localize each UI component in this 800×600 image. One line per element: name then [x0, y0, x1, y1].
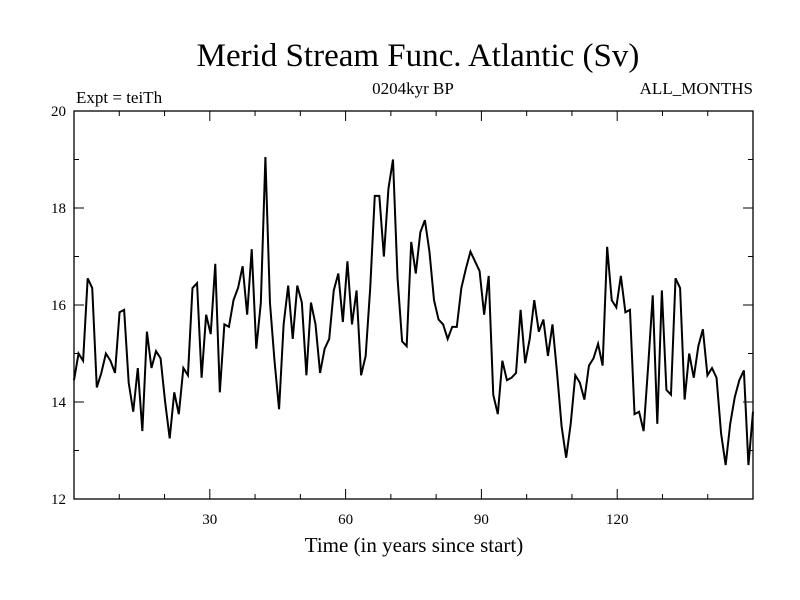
- y-tick-label: 14: [51, 395, 67, 411]
- y-tick-label: 12: [51, 492, 66, 508]
- x-tick-label: 90: [474, 512, 489, 528]
- x-axis-title: Time (in years since start): [305, 533, 524, 557]
- experiment-label: Expt = teiTh: [76, 88, 163, 107]
- plot-frame: [73, 110, 754, 500]
- x-tick-label: 60: [338, 512, 353, 528]
- data-series-line: [73, 157, 754, 466]
- x-tick-labels: 30 60 90 120: [202, 512, 628, 528]
- months-label: ALL_MONTHS: [640, 79, 753, 98]
- period-label: 0204kyr BP: [372, 79, 454, 98]
- chart-title: Merid Stream Func. Atlantic (Sv): [197, 38, 640, 74]
- y-tick-label: 20: [51, 104, 66, 120]
- y-tick-label: 16: [51, 298, 67, 314]
- x-tick-label: 120: [606, 512, 629, 528]
- y-tick-labels: 12 14 16 18 20: [51, 104, 67, 508]
- x-tick-label: 30: [202, 512, 217, 528]
- y-tick-label: 18: [51, 201, 66, 217]
